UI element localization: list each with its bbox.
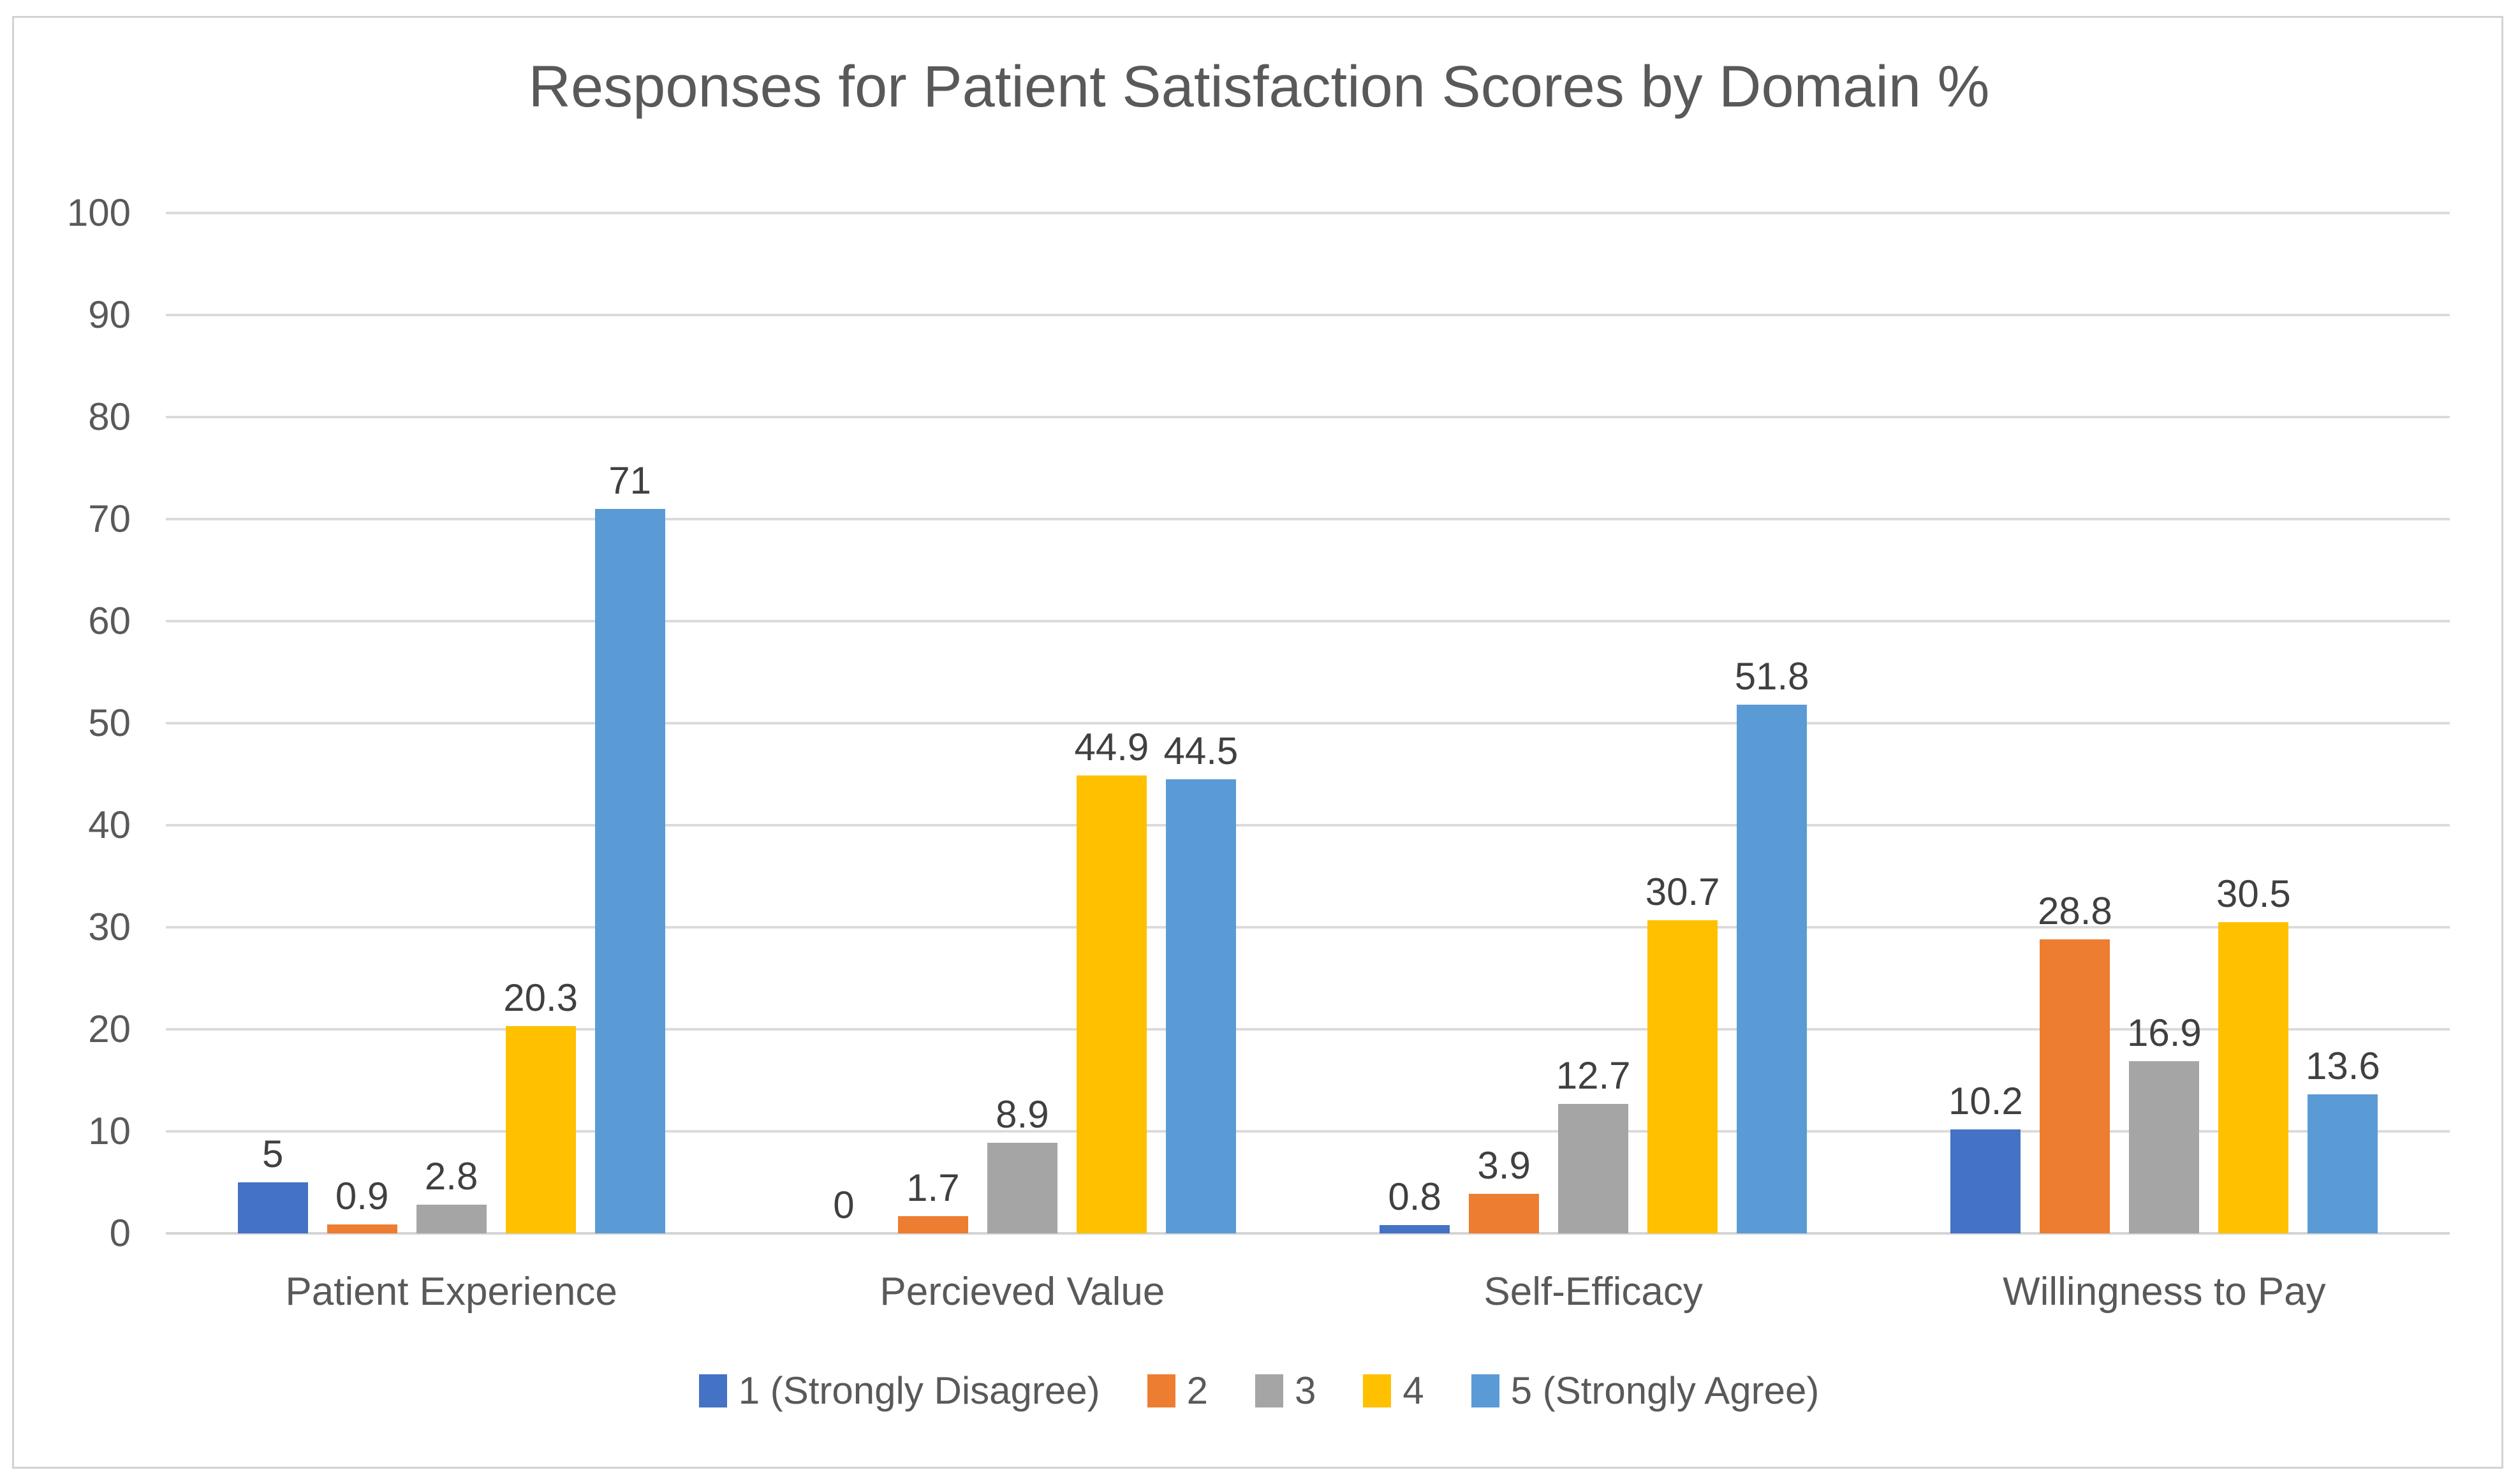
y-tick-label: 30 [88, 906, 131, 948]
y-tick-label: 40 [88, 804, 131, 846]
bar [2308, 1094, 2378, 1233]
bar-value-label: 0 [833, 1184, 855, 1226]
legend-item: 4 [1363, 1369, 1424, 1413]
bar-value-label: 30.7 [1645, 870, 1720, 913]
legend-label: 4 [1403, 1369, 1424, 1412]
bar [1737, 705, 1808, 1233]
gridline [166, 1028, 2450, 1031]
bar [594, 509, 665, 1233]
bar [1380, 1225, 1450, 1233]
bar-value-label: 20.3 [503, 976, 578, 1020]
legend-label: 3 [1294, 1369, 1316, 1412]
gridline [166, 518, 2450, 520]
legend-marker [1471, 1374, 1499, 1407]
bar [1950, 1129, 2021, 1233]
y-tick-label: 80 [88, 395, 131, 438]
gridline [166, 1130, 2450, 1133]
y-axis: 0 10 20 30 40 50 60 70 80 90 100 [0, 194, 131, 1253]
bar [1558, 1103, 1629, 1233]
plot-area: 5 0.9 2.8 20.3 71 0 1.7 8.9 44.9 44.5 0.8 3.9 12.7 30… [166, 212, 2450, 1235]
gridline [166, 314, 2450, 316]
bar-value-label: 0.8 [1388, 1175, 1441, 1219]
bar-group: 0 1.7 8.9 44.9 44.5 [737, 213, 1307, 1233]
y-tick-label: 90 [88, 293, 131, 336]
category-label: Self-Efficacy [1484, 1270, 1703, 1314]
legend-label: 1 (Strongly Disagree) [738, 1369, 1100, 1412]
bar-value-label: 3.9 [1477, 1143, 1531, 1187]
bar-value-label: 51.8 [1734, 655, 1809, 698]
bar [2040, 939, 2110, 1233]
y-tick-label: 60 [88, 599, 131, 642]
gridline [166, 1232, 2450, 1235]
bar [1076, 775, 1147, 1233]
y-tick-label: 20 [88, 1008, 131, 1050]
bar-value-label: 44.5 [1163, 730, 1239, 772]
bar-value-label: 30.5 [2216, 872, 2291, 915]
gridline [166, 926, 2450, 929]
bar-value-label: 2.8 [424, 1155, 478, 1198]
bar [1647, 920, 1718, 1233]
bar-value-label: 28.8 [2037, 890, 2112, 933]
bar [327, 1224, 397, 1233]
category-label: Percieved Value [880, 1270, 1165, 1314]
bar-value-label: 5 [261, 1133, 284, 1175]
bar-value-label: 16.9 [2126, 1011, 2202, 1054]
bar-value-label: 44.9 [1074, 725, 1149, 768]
bar-group: 0.8 3.9 12.7 30.7 51.8 [1308, 213, 1879, 1233]
legend-marker [1363, 1374, 1392, 1407]
bar [2129, 1061, 2200, 1233]
y-tick-label: 100 [66, 191, 131, 234]
bar [2218, 922, 2289, 1233]
legend-marker [698, 1374, 727, 1407]
legend-label: 2 [1186, 1369, 1208, 1412]
gridline [166, 212, 2450, 214]
bar [505, 1026, 576, 1233]
y-tick-label: 10 [88, 1110, 131, 1152]
y-tick-label: 50 [88, 702, 131, 744]
legend-label: 5 (Strongly Agree) [1510, 1369, 1820, 1412]
bar-group: 5 0.9 2.8 20.3 71 [166, 213, 737, 1233]
legend-marker [1147, 1374, 1175, 1407]
bar-value-label: 13.6 [2305, 1045, 2380, 1088]
legend-marker [1255, 1374, 1283, 1407]
legend-item: 5 (Strongly Agree) [1471, 1369, 1820, 1413]
bar [897, 1216, 968, 1233]
bar-value-label: 1.7 [906, 1166, 960, 1209]
bar-value-label: 12.7 [1556, 1054, 1631, 1097]
gridline [166, 416, 2450, 418]
bar-value-label: 8.9 [996, 1092, 1049, 1136]
chart-title: Responses for Patient Satisfaction Score… [528, 54, 1990, 119]
bar-value-label: 10.2 [1948, 1079, 2023, 1122]
category-label: Willingness to Pay [2003, 1270, 2326, 1314]
legend-item: 1 (Strongly Disagree) [698, 1369, 1100, 1413]
bar [1469, 1193, 1540, 1233]
legend: 1 (Strongly Disagree) 2 3 4 5 (Strongly Agre… [0, 1369, 2518, 1413]
y-tick-label: 0 [109, 1212, 131, 1254]
bar [987, 1142, 1057, 1233]
gridline [166, 620, 2450, 622]
legend-item: 2 [1147, 1369, 1208, 1413]
gridline [166, 722, 2450, 724]
legend-item: 3 [1255, 1369, 1316, 1413]
bar-value-label: 71 [608, 459, 651, 502]
bar-group: 10.2 28.8 16.9 30.5 13.6 [1879, 213, 2450, 1233]
category-label: Patient Experience [285, 1270, 617, 1314]
bar [416, 1205, 487, 1233]
gridline [166, 824, 2450, 826]
bar [1165, 779, 1236, 1233]
y-tick-label: 70 [88, 497, 131, 540]
bar-value-label: 0.9 [335, 1174, 389, 1217]
bar [237, 1182, 308, 1233]
